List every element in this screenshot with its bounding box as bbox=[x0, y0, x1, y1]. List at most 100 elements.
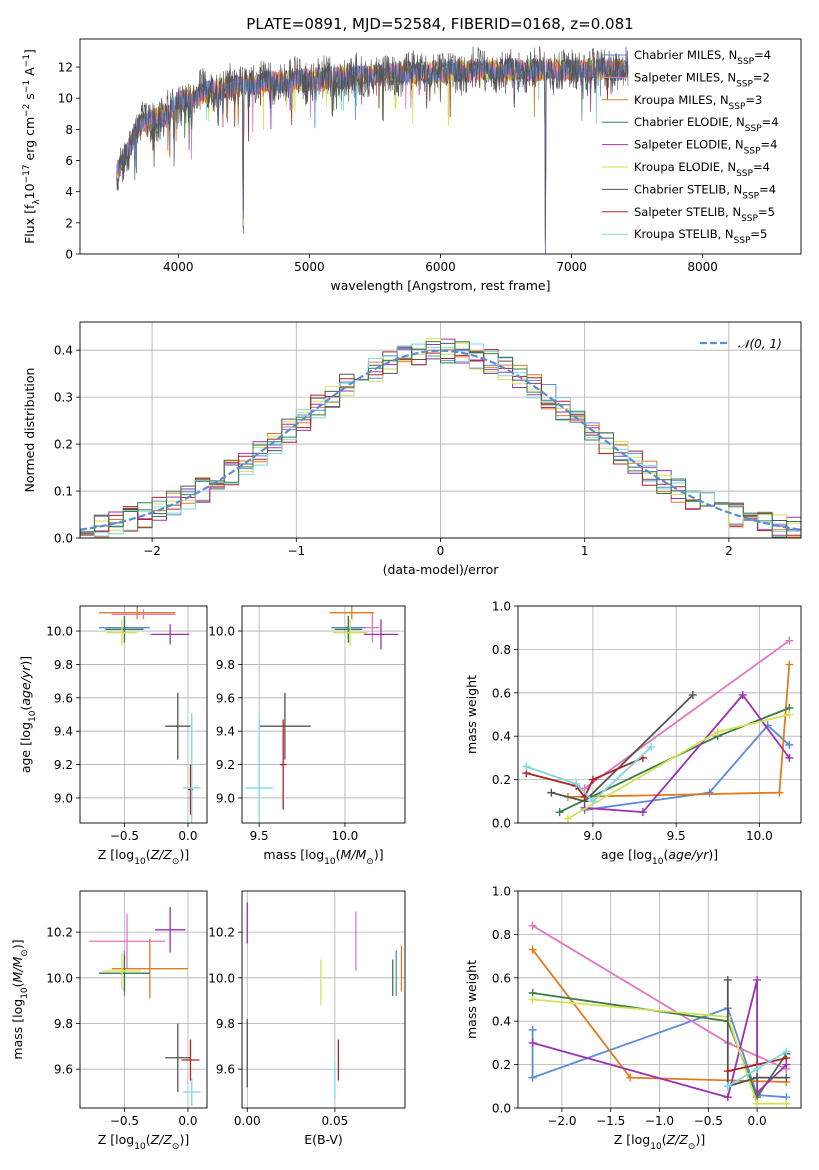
age-vs-mass-point-salpeter-miles bbox=[365, 612, 380, 643]
legend-label-4: Salpeter ELODIE, NSSP=4 bbox=[634, 138, 777, 157]
mass-weight-vs-Z-series-salpeter-elodie-marker-3 bbox=[753, 1088, 762, 1097]
mass-weight-vs-Z-series-chabrier-stelib-marker-2 bbox=[753, 1073, 762, 1082]
legend-label-1: Salpeter MILES, NSSP=2 bbox=[634, 70, 770, 89]
spectrum-ytick-label-0: 0 bbox=[65, 248, 73, 262]
mass-weight-vs-Z-series-kroupa-elodie-marker-2 bbox=[753, 1099, 762, 1108]
mass-weight-vs-age-series-kroupa-stelib-marker-0 bbox=[522, 762, 531, 771]
age-vs-Z-ytick-label-1: 9.2 bbox=[54, 758, 73, 772]
legend-label-2: Kroupa MILES, NSSP=3 bbox=[634, 93, 762, 112]
residuals-ytick-label-1: 0.1 bbox=[54, 485, 73, 499]
mass-weight-vs-Z-xtick-label-0: −2.0 bbox=[547, 1114, 576, 1128]
mass-vs-Z-frame bbox=[79, 890, 208, 1109]
mass-vs-Z-point-salpeter-elodie bbox=[154, 906, 186, 953]
mass-weight-vs-age-series-salpeter-miles-marker-0 bbox=[580, 784, 589, 793]
mass-weight-vs-Z-series-salpeter-stelib-marker-0 bbox=[723, 1067, 732, 1076]
age-vs-Z-xlabel: Z [log10(Z/Z⊙)] bbox=[98, 847, 189, 867]
mass-weight-vs-Z-xtick-label-3: −0.5 bbox=[694, 1114, 723, 1128]
mass-vs-Z-point-chabrier-stelib bbox=[165, 1023, 191, 1093]
mass-weight-vs-Z-series-chabrier-stelib-marker-3 bbox=[782, 1073, 791, 1082]
age-vs-mass-ytick-label-3: 9.6 bbox=[216, 691, 235, 705]
mass-weight-vs-Z-series-kroupa-stelib-marker-0 bbox=[723, 1082, 732, 1091]
age-vs-mass-ytick-label-5: 10.0 bbox=[208, 625, 235, 639]
mass-weight-vs-Z-series-salpeter-elodie-marker-2 bbox=[753, 975, 762, 984]
mass-weight-vs-age-series-salpeter-stelib-marker-2 bbox=[580, 792, 589, 801]
mass-vs-Z-xlabel: Z [log10(Z/Z⊙)] bbox=[98, 1132, 189, 1152]
mass-weight-vs-age-xtick-label-1: 9.5 bbox=[667, 829, 686, 843]
residuals-plot-area bbox=[80, 338, 801, 538]
residuals-ytick-label-4: 0.4 bbox=[54, 344, 73, 358]
spectrum-xtick-label-4: 8000 bbox=[687, 260, 718, 274]
mass-vs-Z-ytick-label-1: 9.8 bbox=[54, 1017, 73, 1031]
mass-weight-vs-age-series-kroupa-stelib bbox=[522, 743, 656, 806]
age-vs-Z-point-chabrier-elodie bbox=[105, 616, 144, 643]
mass-weight-vs-age-series-salpeter-miles-marker-1 bbox=[785, 636, 794, 645]
mass-weight-vs-age-series-kroupa-miles-marker-1 bbox=[775, 788, 784, 797]
legend-label-6: Chabrier STELIB, NSSP=4 bbox=[634, 182, 776, 201]
spectrum-xtick-label-2: 6000 bbox=[425, 260, 456, 274]
mass-weight-vs-Z-panel: −2.0 −1.5 −1.0 −0.5 0.0 0.0 0.2 0.4 0.6 0.8 1.0 Z [… bbox=[464, 885, 802, 1152]
age-vs-mass-ytick-label-4: 9.8 bbox=[216, 658, 235, 672]
mass-vs-ebv-plot-area bbox=[246, 902, 403, 1099]
spectrum-xtick-label-0: 4000 bbox=[163, 260, 194, 274]
mass-weight-vs-Z-plot-area bbox=[528, 921, 791, 1108]
residuals-frame bbox=[79, 321, 802, 539]
age-vs-Z-frame bbox=[79, 605, 208, 824]
spectrum-xtick-label-1: 5000 bbox=[294, 260, 325, 274]
mass-weight-vs-age-series-kroupa-stelib-marker-2 bbox=[588, 797, 597, 806]
residuals-xtick-label-4: 2 bbox=[725, 544, 733, 558]
residuals-ylabel: Normed distribution bbox=[22, 368, 37, 493]
mass-weight-vs-age-ylabel: mass weight bbox=[464, 675, 479, 754]
mass-vs-Z-point-kroupa-stelib bbox=[182, 1078, 201, 1106]
legend-label-5: Kroupa ELODIE, NSSP=4 bbox=[634, 160, 770, 179]
age-vs-Z-plot-area bbox=[99, 606, 201, 823]
mass-vs-Z-panel: −0.5 0.0 9.6 9.8 10.0 10.2 Z [log10(Z/Z⊙)] mass… bbox=[10, 890, 208, 1152]
mass-vs-Z-ytick-label-2: 10.0 bbox=[46, 971, 73, 985]
mass-vs-ebv-frame bbox=[241, 890, 406, 1109]
age-vs-Z-point-salpeter-miles bbox=[111, 609, 176, 620]
age-vs-mass-xtick-label-1: 10.0 bbox=[332, 829, 359, 843]
age-vs-Z-xtick-label-1: 0.0 bbox=[178, 829, 197, 843]
mass-weight-vs-age-plot-area bbox=[522, 636, 794, 823]
mass-vs-Z-point-kroupa-miles bbox=[111, 938, 188, 999]
mass-vs-ebv-xtick-label-0: 0.00 bbox=[234, 1114, 261, 1128]
mass-weight-vs-Z-series-chabrier-stelib-marker-0 bbox=[723, 975, 732, 984]
mass-weight-vs-age-series-chabrier-miles-marker-3 bbox=[785, 740, 794, 749]
age-vs-mass-panel: 9.5 10.0 9.0 9.2 9.4 9.6 9.8 10.0 mass [log10(M/… bbox=[208, 605, 406, 867]
mass-weight-vs-Z-series-kroupa-elodie-marker-3 bbox=[782, 1099, 791, 1108]
mass-vs-Z-plot-area bbox=[88, 906, 201, 1106]
mass-vs-Z-xtick-label-1: 0.0 bbox=[178, 1114, 197, 1128]
mass-weight-vs-Z-series-kroupa-miles-marker-0 bbox=[528, 945, 537, 954]
age-vs-Z-ylabel: age [log10(age/yr)] bbox=[18, 656, 38, 773]
mass-weight-vs-Z-series-salpeter-elodie-marker-0 bbox=[528, 1038, 537, 1047]
mass-vs-Z-point-kroupa-elodie bbox=[102, 952, 141, 990]
hist-step-chabrier-elodie bbox=[80, 341, 801, 538]
mass-vs-Z-point-chabrier-elodie bbox=[99, 954, 150, 992]
age-vs-Z-point-kroupa-elodie bbox=[106, 619, 138, 647]
mass-weight-vs-age-series-chabrier-stelib-marker-0 bbox=[547, 788, 556, 797]
mass-weight-vs-Z-series-kroupa-stelib-marker-2 bbox=[782, 1047, 791, 1056]
mass-weight-vs-Z-series-chabrier-miles-marker-1 bbox=[528, 1073, 537, 1082]
age-vs-mass-point-salpeter-elodie bbox=[363, 619, 399, 650]
mass-weight-vs-Z-series-kroupa-elodie-line bbox=[532, 998, 787, 1105]
age-vs-mass-ytick-label-0: 9.0 bbox=[216, 791, 235, 805]
spectrum-xtick-label-3: 7000 bbox=[556, 260, 587, 274]
normal-pdf-curve bbox=[80, 349, 801, 531]
age-vs-mass-point-kroupa-elodie bbox=[332, 619, 368, 647]
mass-weight-vs-age-series-kroupa-stelib-marker-3 bbox=[647, 743, 656, 752]
age-vs-Z-ytick-label-3: 9.6 bbox=[54, 691, 73, 705]
mass-weight-vs-Z-series-kroupa-miles-marker-1 bbox=[626, 1073, 635, 1082]
mass-weight-vs-Z-series-chabrier-miles-marker-0 bbox=[528, 1025, 537, 1034]
mass-weight-vs-age-series-salpeter-miles bbox=[580, 636, 794, 793]
mass-weight-vs-age-series-salpeter-elodie-marker-3 bbox=[785, 753, 794, 762]
mass-weight-vs-age-series-chabrier-miles-line bbox=[584, 724, 790, 811]
mass-weight-vs-age-series-kroupa-miles-marker-2 bbox=[785, 660, 794, 669]
mass-weight-vs-Z-ylabel: mass weight bbox=[464, 960, 479, 1039]
age-vs-Z-point-chabrier-stelib bbox=[165, 692, 191, 760]
mass-weight-vs-Z-frame bbox=[517, 890, 802, 1109]
legend-label-8: Kroupa STELIB, NSSP=5 bbox=[634, 227, 767, 246]
residuals-xtick-label-3: 1 bbox=[581, 544, 589, 558]
spectrum-plot-area bbox=[116, 46, 629, 254]
mass-weight-vs-Z-xtick-label-1: −1.5 bbox=[596, 1114, 625, 1128]
mass-weight-vs-age-series-salpeter-stelib bbox=[522, 753, 647, 801]
